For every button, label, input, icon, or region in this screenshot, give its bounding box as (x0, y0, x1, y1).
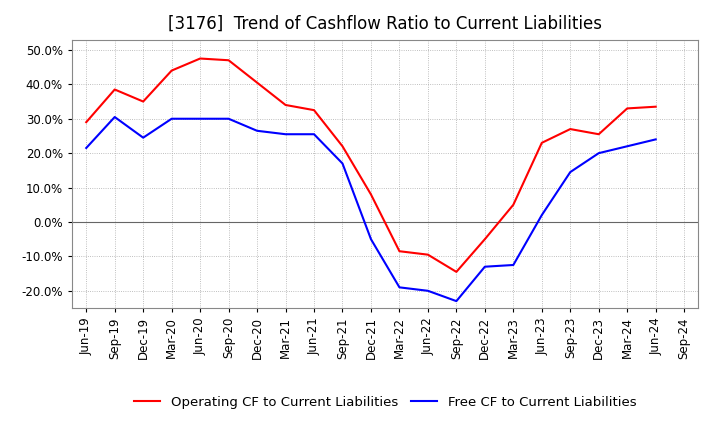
Line: Free CF to Current Liabilities: Free CF to Current Liabilities (86, 117, 656, 301)
Operating CF to Current Liabilities (82, 120, 91, 125)
Operating CF to Current Liabilities (366, 192, 375, 197)
Free CF to Current Liabilities (509, 262, 518, 268)
Operating CF to Current Liabilities (110, 87, 119, 92)
Operating CF to Current Liabilities (623, 106, 631, 111)
Free CF to Current Liabilities (395, 285, 404, 290)
Free CF to Current Liabilities (282, 132, 290, 137)
Free CF to Current Liabilities (623, 143, 631, 149)
Free CF to Current Liabilities (110, 114, 119, 120)
Free CF to Current Liabilities (595, 150, 603, 156)
Free CF to Current Liabilities (225, 116, 233, 121)
Operating CF to Current Liabilities (480, 237, 489, 242)
Free CF to Current Liabilities (253, 128, 261, 133)
Operating CF to Current Liabilities (167, 68, 176, 73)
Free CF to Current Liabilities (196, 116, 204, 121)
Free CF to Current Liabilities (537, 213, 546, 218)
Operating CF to Current Liabilities (282, 103, 290, 108)
Operating CF to Current Liabilities (509, 202, 518, 207)
Operating CF to Current Liabilities (196, 56, 204, 61)
Title: [3176]  Trend of Cashflow Ratio to Current Liabilities: [3176] Trend of Cashflow Ratio to Curren… (168, 15, 602, 33)
Operating CF to Current Liabilities (452, 269, 461, 275)
Free CF to Current Liabilities (652, 137, 660, 142)
Free CF to Current Liabilities (480, 264, 489, 269)
Operating CF to Current Liabilities (225, 58, 233, 63)
Free CF to Current Liabilities (310, 132, 318, 137)
Legend: Operating CF to Current Liabilities, Free CF to Current Liabilities: Operating CF to Current Liabilities, Fre… (128, 391, 642, 414)
Line: Operating CF to Current Liabilities: Operating CF to Current Liabilities (86, 59, 656, 272)
Free CF to Current Liabilities (366, 237, 375, 242)
Operating CF to Current Liabilities (338, 143, 347, 149)
Free CF to Current Liabilities (566, 169, 575, 175)
Free CF to Current Liabilities (452, 298, 461, 304)
Operating CF to Current Liabilities (595, 132, 603, 137)
Operating CF to Current Liabilities (537, 140, 546, 146)
Operating CF to Current Liabilities (566, 126, 575, 132)
Operating CF to Current Liabilities (253, 80, 261, 85)
Free CF to Current Liabilities (423, 288, 432, 293)
Free CF to Current Liabilities (338, 161, 347, 166)
Free CF to Current Liabilities (139, 135, 148, 140)
Free CF to Current Liabilities (167, 116, 176, 121)
Free CF to Current Liabilities (82, 145, 91, 150)
Operating CF to Current Liabilities (395, 249, 404, 254)
Operating CF to Current Liabilities (652, 104, 660, 109)
Operating CF to Current Liabilities (139, 99, 148, 104)
Operating CF to Current Liabilities (310, 107, 318, 113)
Operating CF to Current Liabilities (423, 252, 432, 257)
